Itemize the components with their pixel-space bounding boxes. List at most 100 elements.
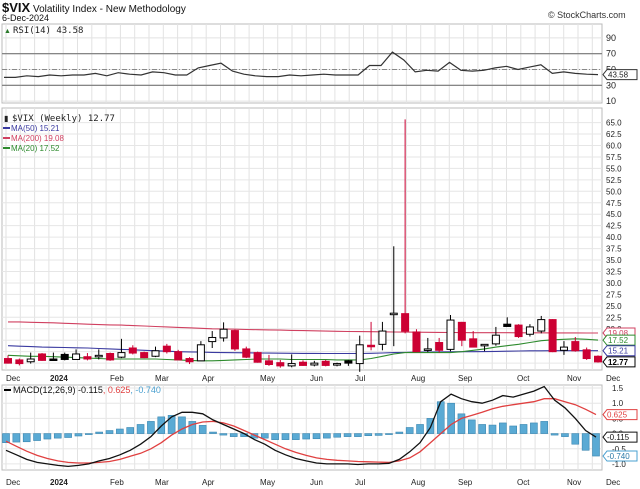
histogram-bar xyxy=(457,413,466,434)
value-tag-text: 15.21 xyxy=(608,347,629,356)
histogram-bar xyxy=(105,430,114,434)
histogram-bar xyxy=(488,424,497,434)
macd-value-tag xyxy=(602,409,638,421)
x-axis-label: Oct xyxy=(517,374,530,383)
histogram-bar xyxy=(333,433,342,438)
value-tag xyxy=(602,345,636,357)
value-tag xyxy=(602,334,636,346)
histogram-bar xyxy=(136,424,145,434)
x-axis-label: Feb xyxy=(110,478,124,487)
price-axis-label: 42.5 xyxy=(606,222,622,231)
candle-body xyxy=(446,319,455,350)
histogram-bar xyxy=(64,433,72,438)
histogram-bar xyxy=(53,433,62,439)
candle-body xyxy=(253,352,262,363)
candle-body xyxy=(503,323,512,327)
candle-body xyxy=(4,358,12,364)
histogram-bar xyxy=(499,422,507,434)
histogram-bar xyxy=(519,424,528,434)
candle-body xyxy=(525,326,534,335)
histogram-bar xyxy=(250,433,259,439)
x-axis-label: May xyxy=(260,478,275,487)
price-axis-label: 65.0 xyxy=(606,119,622,128)
candle-body xyxy=(242,348,251,358)
x-axis-label: Aug xyxy=(411,478,425,487)
histogram-bar xyxy=(229,433,238,437)
x-axis-label: Sep xyxy=(458,374,473,383)
candle-body xyxy=(469,338,478,348)
candle-body xyxy=(15,359,24,365)
candle-body xyxy=(491,334,500,345)
price-axis-label: 60.0 xyxy=(606,141,622,150)
macd-axis-label: -0.5 xyxy=(612,445,626,454)
price-axis-label: 62.5 xyxy=(606,130,622,139)
rsi-axis-label: 70 xyxy=(606,49,616,59)
candle-body xyxy=(514,324,523,338)
candle-body xyxy=(83,356,92,360)
candle-body xyxy=(548,319,557,353)
candle-body xyxy=(457,321,466,341)
histogram-bar xyxy=(116,428,124,434)
rsi-panel: 907050301043.58▲RSI(14) 43.58 xyxy=(1,23,638,106)
value-tag-text: 12.77 xyxy=(608,358,629,367)
x-axis-label: Apr xyxy=(202,478,215,487)
histogram-bar xyxy=(292,433,300,440)
histogram-bar xyxy=(540,421,549,434)
candle-body xyxy=(333,363,342,366)
candle-body xyxy=(106,353,115,361)
rsi-axis-label: 90 xyxy=(606,33,616,43)
rsi-frame xyxy=(1,23,603,104)
histogram-bar xyxy=(302,433,310,440)
histogram-bar xyxy=(95,431,103,434)
rsi-label: RSI(14) 43.58 xyxy=(13,26,83,36)
macd-line xyxy=(5,385,597,468)
candle-body xyxy=(401,313,410,332)
histogram-bar xyxy=(581,433,590,451)
price-axis-label: 57.5 xyxy=(606,153,622,162)
value-tag-text: 17.52 xyxy=(608,336,629,345)
candle-body xyxy=(162,345,171,353)
macd-axis-label: 1.5 xyxy=(612,384,624,393)
macd-value-tag-text: 0.625 xyxy=(607,411,628,420)
candle-body xyxy=(412,331,421,353)
price-axis-label: 45.0 xyxy=(606,210,622,219)
candle-body xyxy=(185,358,194,363)
price-frame xyxy=(1,107,603,371)
price-axis-label: 25.0 xyxy=(606,302,622,311)
x-axis: Dec 2024 Feb Mar Apr May Jun Jul Aug Sep Oct Nov Dec… xyxy=(6,374,620,487)
x-axis-label: Dec xyxy=(6,478,20,487)
candle-body xyxy=(287,363,296,367)
price-axis-label: 27.5 xyxy=(606,290,622,299)
histogram-bar xyxy=(209,431,217,434)
histogram-bar xyxy=(561,433,569,437)
histogram-bar xyxy=(374,433,383,436)
histogram-bar xyxy=(530,422,538,434)
candle-body xyxy=(196,344,205,362)
macd-label-part: MACD(12,26,9) -0.115 xyxy=(13,385,103,395)
macd-value-tag xyxy=(602,450,638,462)
candle-body xyxy=(117,352,126,358)
histogram-bar xyxy=(405,427,414,434)
x-axis-label: Jun xyxy=(310,478,323,487)
histogram-bar xyxy=(2,433,10,443)
price-axis-label: 30.0 xyxy=(606,279,622,288)
candle-body xyxy=(355,344,364,365)
histogram-bar xyxy=(354,433,362,437)
chart-date: 6-Dec-2024 xyxy=(2,13,50,23)
candle-body xyxy=(480,343,489,347)
histogram-bar xyxy=(509,425,517,434)
x-axis-label: Jul xyxy=(355,478,365,487)
candle-body xyxy=(230,330,239,350)
price-axis-label: 50.0 xyxy=(606,187,622,196)
rsi-axis-label: 30 xyxy=(606,80,616,90)
histogram-bar xyxy=(260,433,269,439)
candle-body xyxy=(594,355,602,363)
macd-label-part: , 0.625 xyxy=(103,385,131,395)
x-axis-label: Apr xyxy=(202,374,215,383)
histogram-bar xyxy=(43,433,52,440)
value-tag-text: 19.08 xyxy=(608,329,629,338)
price-axis-label: 22.5 xyxy=(606,313,622,322)
rsi-value-tag-text: 43.58 xyxy=(608,71,629,80)
histogram-bar xyxy=(219,433,228,436)
